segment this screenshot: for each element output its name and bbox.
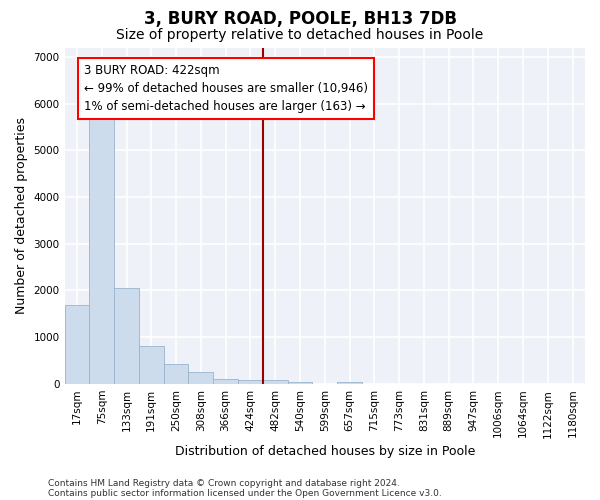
Y-axis label: Number of detached properties: Number of detached properties	[15, 117, 28, 314]
Bar	[238, 380, 263, 384]
Bar	[287, 382, 313, 384]
Bar	[188, 372, 213, 384]
Text: Contains public sector information licensed under the Open Government Licence v3: Contains public sector information licen…	[48, 488, 442, 498]
Bar	[114, 288, 139, 384]
Bar	[263, 380, 287, 384]
Text: Contains HM Land Registry data © Crown copyright and database right 2024.: Contains HM Land Registry data © Crown c…	[48, 478, 400, 488]
Bar	[164, 364, 188, 384]
X-axis label: Distribution of detached houses by size in Poole: Distribution of detached houses by size …	[175, 444, 475, 458]
Bar	[337, 382, 362, 384]
Bar	[89, 116, 114, 384]
Text: 3, BURY ROAD, POOLE, BH13 7DB: 3, BURY ROAD, POOLE, BH13 7DB	[143, 10, 457, 28]
Bar	[139, 346, 164, 384]
Text: 3 BURY ROAD: 422sqm
← 99% of detached houses are smaller (10,946)
1% of semi-det: 3 BURY ROAD: 422sqm ← 99% of detached ho…	[85, 64, 368, 113]
Bar	[65, 304, 89, 384]
Text: Size of property relative to detached houses in Poole: Size of property relative to detached ho…	[116, 28, 484, 42]
Bar	[213, 379, 238, 384]
